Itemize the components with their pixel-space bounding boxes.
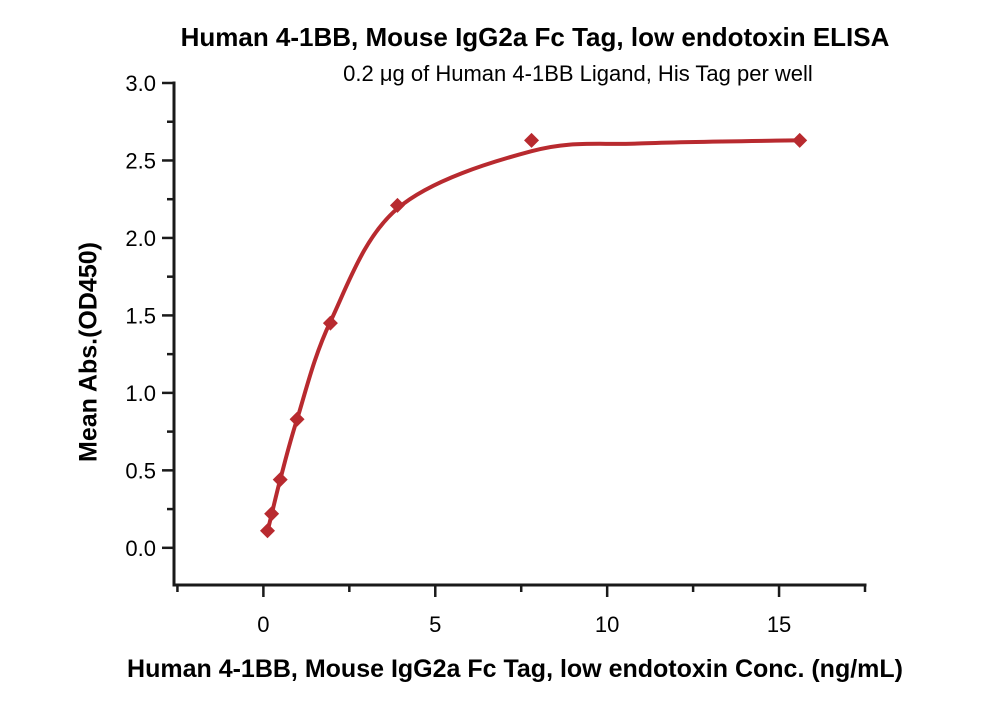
data-point-marker	[524, 132, 540, 148]
y-tick-label: 1.0	[125, 381, 156, 406]
x-tick-label: 10	[595, 612, 619, 637]
y-tick-label: 0.5	[125, 458, 156, 483]
y-tick-label: 1.5	[125, 303, 156, 328]
y-tick-label: 2.5	[125, 148, 156, 173]
y-tick-label: 3.0	[125, 71, 156, 96]
x-axis-label: Human 4-1BB, Mouse IgG2a Fc Tag, low end…	[127, 655, 903, 683]
x-tick-label: 0	[257, 612, 269, 637]
fit-curve	[265, 138, 802, 534]
data-point-marker	[389, 197, 405, 213]
data-point-marker	[792, 132, 808, 148]
axis-spines	[172, 81, 867, 587]
chart-subtitle: 0.2 μg of Human 4-1BB Ligand, His Tag pe…	[343, 61, 813, 86]
data-point-marker	[260, 523, 276, 539]
y-tick-label: 2.0	[125, 226, 156, 251]
chart-title: Human 4-1BB, Mouse IgG2a Fc Tag, low end…	[180, 22, 890, 52]
data-point-marker	[272, 472, 288, 488]
y-tick-label: 0.0	[125, 536, 156, 561]
x-tick-label: 15	[767, 612, 791, 637]
data-point-marker	[289, 411, 305, 427]
data-point-marker	[322, 315, 338, 331]
x-tick-label: 5	[429, 612, 441, 637]
data-point-marker	[264, 506, 280, 522]
